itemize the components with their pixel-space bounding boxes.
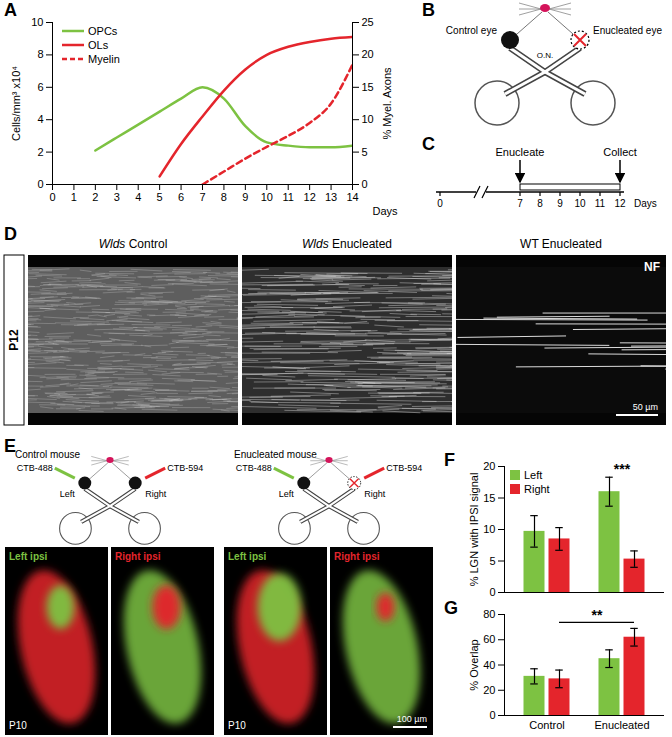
svg-text:CTB-594: CTB-594 bbox=[386, 463, 422, 473]
svg-text:% Overlap: % Overlap bbox=[468, 639, 480, 690]
svg-text:4: 4 bbox=[135, 191, 141, 203]
svg-text:0: 0 bbox=[362, 178, 368, 190]
html-text:Left: Left bbox=[524, 469, 543, 481]
svg-text:15: 15 bbox=[362, 81, 374, 93]
svg-text:P10: P10 bbox=[228, 720, 246, 731]
svg-text:4: 4 bbox=[37, 113, 43, 125]
svg-text:***: *** bbox=[614, 461, 631, 477]
svg-text:5: 5 bbox=[489, 555, 495, 567]
svg-text:NF: NF bbox=[644, 260, 660, 274]
svg-text:0: 0 bbox=[489, 709, 495, 721]
svg-text:25: 25 bbox=[362, 16, 374, 28]
svg-text:12: 12 bbox=[304, 191, 316, 203]
svg-text:% Myel. Axons: % Myel. Axons bbox=[381, 67, 393, 140]
svg-text:14: 14 bbox=[346, 191, 358, 203]
svg-text:Wlds Control: Wlds Control bbox=[99, 237, 168, 251]
svg-text:D: D bbox=[4, 224, 17, 244]
svg-text:6: 6 bbox=[178, 191, 184, 203]
svg-text:0: 0 bbox=[37, 178, 43, 190]
svg-text:0: 0 bbox=[437, 198, 443, 209]
svg-text:12: 12 bbox=[614, 198, 626, 209]
svg-text:Control mouse: Control mouse bbox=[15, 449, 80, 460]
svg-text:Right: Right bbox=[364, 489, 386, 499]
svg-text:2: 2 bbox=[92, 191, 98, 203]
svg-text:CTB-488: CTB-488 bbox=[17, 463, 53, 473]
svg-text:F: F bbox=[444, 450, 455, 470]
svg-text:9: 9 bbox=[242, 191, 248, 203]
svg-text:80: 80 bbox=[483, 608, 495, 620]
html-text:OPCs: OPCs bbox=[88, 25, 118, 37]
svg-text:Control eye: Control eye bbox=[446, 25, 498, 36]
svg-text:5: 5 bbox=[362, 146, 368, 158]
svg-text:10: 10 bbox=[31, 16, 43, 28]
svg-text:2: 2 bbox=[37, 146, 43, 158]
svg-text:8: 8 bbox=[221, 191, 227, 203]
svg-text:Enucleated eye: Enucleated eye bbox=[593, 25, 662, 36]
svg-text:Cells/mm³ x10⁴: Cells/mm³ x10⁴ bbox=[10, 66, 22, 141]
svg-text:8: 8 bbox=[37, 48, 43, 60]
svg-text:3: 3 bbox=[114, 191, 120, 203]
svg-text:Enucleated: Enucleated bbox=[594, 719, 649, 731]
svg-text:P12: P12 bbox=[7, 329, 21, 351]
svg-text:CTB-488: CTB-488 bbox=[236, 463, 272, 473]
svg-text:10: 10 bbox=[362, 113, 374, 125]
svg-text:15: 15 bbox=[483, 492, 495, 504]
svg-text:**: ** bbox=[592, 607, 603, 623]
svg-text:20: 20 bbox=[483, 684, 495, 696]
svg-text:40: 40 bbox=[483, 659, 495, 671]
svg-text:20: 20 bbox=[483, 460, 495, 472]
html-text:OLs: OLs bbox=[88, 39, 109, 51]
svg-text:Left: Left bbox=[279, 489, 295, 499]
svg-text:5: 5 bbox=[157, 191, 163, 203]
svg-text:100 µm: 100 µm bbox=[397, 714, 427, 724]
svg-text:Days: Days bbox=[372, 205, 398, 217]
svg-text:Collect: Collect bbox=[603, 146, 637, 158]
svg-text:P10: P10 bbox=[9, 720, 27, 731]
svg-text:G: G bbox=[444, 598, 458, 618]
svg-text:50 µm: 50 µm bbox=[633, 402, 658, 412]
svg-text:Left ipsi: Left ipsi bbox=[228, 551, 267, 562]
svg-text:60: 60 bbox=[483, 633, 495, 645]
svg-text:13: 13 bbox=[325, 191, 337, 203]
svg-text:E: E bbox=[4, 436, 16, 456]
svg-text:B: B bbox=[422, 0, 435, 20]
html-text:Myelin: Myelin bbox=[88, 53, 120, 65]
html-text:Right: Right bbox=[524, 483, 550, 495]
svg-text:11: 11 bbox=[283, 191, 294, 203]
svg-text:6: 6 bbox=[37, 81, 43, 93]
svg-text:20: 20 bbox=[362, 48, 374, 60]
svg-text:0: 0 bbox=[489, 586, 495, 598]
svg-text:Left ipsi: Left ipsi bbox=[9, 551, 48, 562]
svg-text:WT Enucleated: WT Enucleated bbox=[520, 237, 602, 251]
svg-text:O.N.: O.N. bbox=[537, 51, 553, 60]
svg-text:10: 10 bbox=[261, 191, 273, 203]
svg-text:11: 11 bbox=[595, 198, 606, 209]
svg-text:Days: Days bbox=[634, 198, 657, 209]
svg-text:A: A bbox=[4, 0, 17, 20]
svg-text:Control: Control bbox=[529, 719, 564, 731]
svg-text:9: 9 bbox=[557, 198, 563, 209]
svg-text:Wlds Enucleated: Wlds Enucleated bbox=[302, 237, 392, 251]
svg-text:7: 7 bbox=[517, 198, 523, 209]
svg-text:Right ipsi: Right ipsi bbox=[115, 551, 161, 562]
svg-text:8: 8 bbox=[537, 198, 543, 209]
svg-text:Left: Left bbox=[60, 489, 76, 499]
svg-text:Enucleate: Enucleate bbox=[496, 146, 545, 158]
svg-text:7: 7 bbox=[199, 191, 205, 203]
svg-text:10: 10 bbox=[483, 523, 495, 535]
svg-text:1: 1 bbox=[71, 191, 77, 203]
svg-text:Right ipsi: Right ipsi bbox=[334, 551, 380, 562]
svg-text:0: 0 bbox=[49, 191, 55, 203]
svg-text:Right: Right bbox=[145, 489, 167, 499]
svg-text:C: C bbox=[422, 134, 435, 154]
svg-text:% LGN with IPSI signal: % LGN with IPSI signal bbox=[468, 473, 480, 587]
svg-text:Enucleated mouse: Enucleated mouse bbox=[234, 449, 317, 460]
svg-text:10: 10 bbox=[574, 198, 586, 209]
svg-text:CTB-594: CTB-594 bbox=[167, 463, 203, 473]
